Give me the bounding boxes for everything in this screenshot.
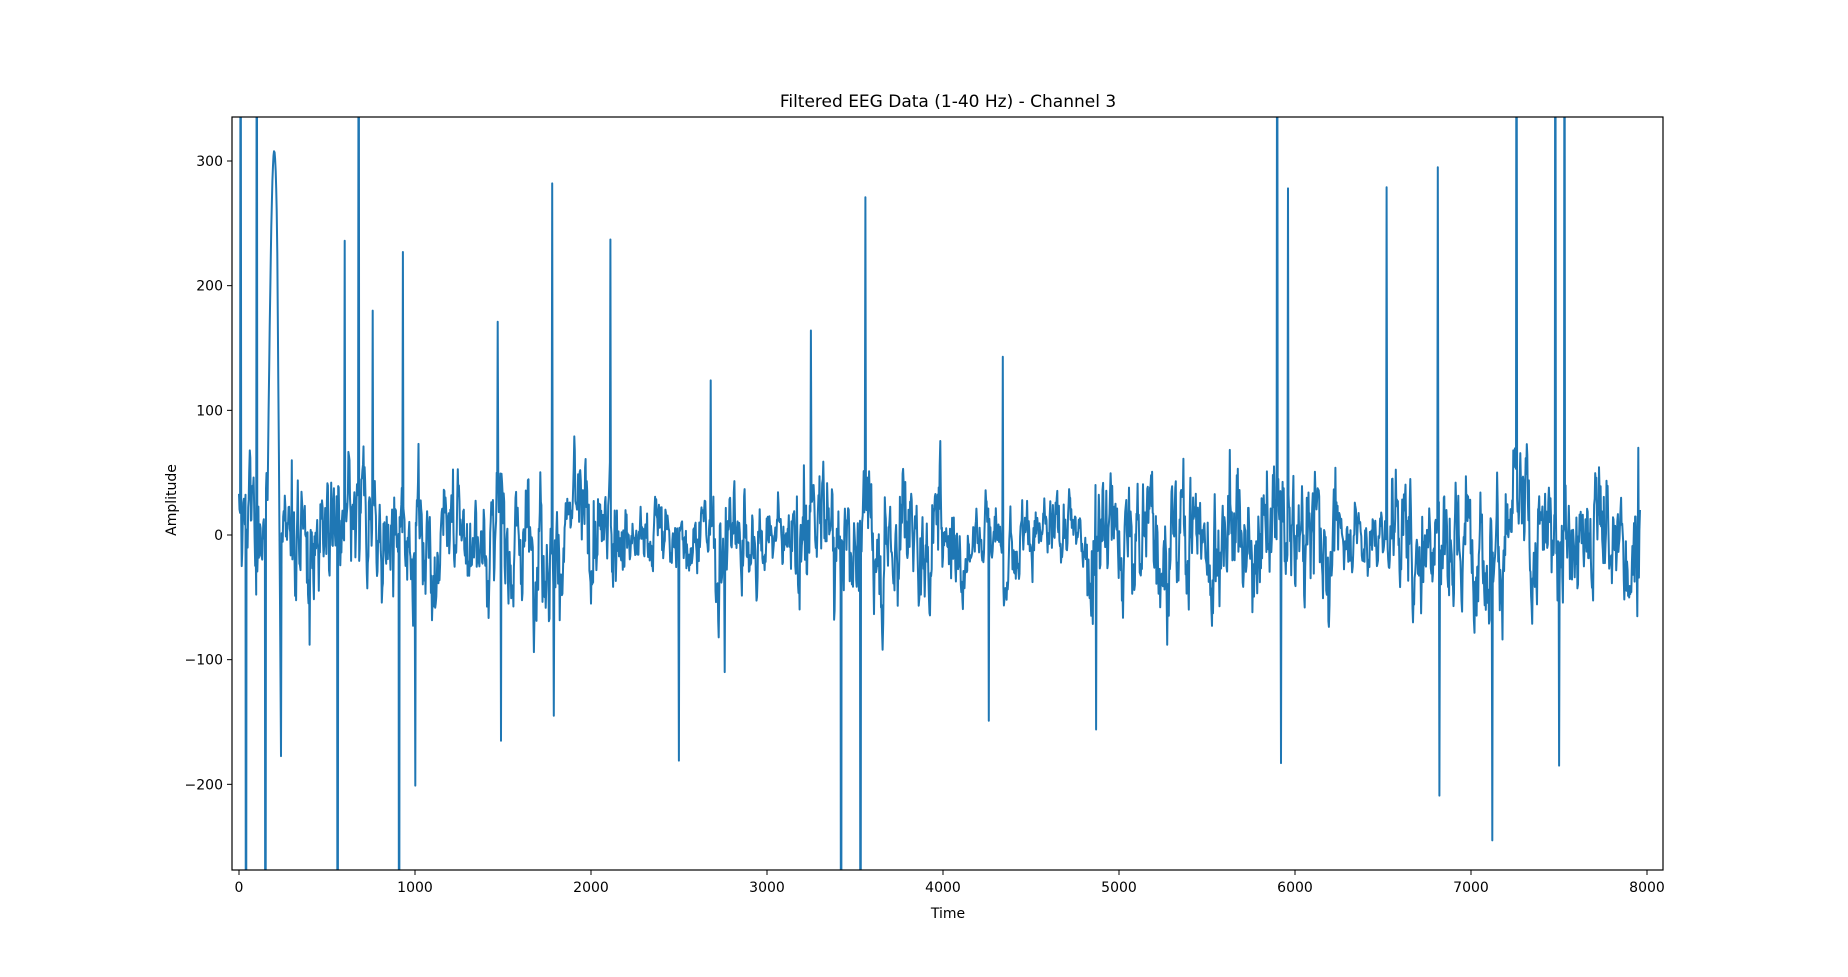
y-axis-ticks: −200 −100 0 100 200 300 xyxy=(185,154,232,793)
x-tick-label: 1000 xyxy=(397,880,433,896)
y-tick-label: −200 xyxy=(185,777,223,793)
x-tick-label: 2000 xyxy=(573,880,609,896)
y-tick-label: 300 xyxy=(196,154,223,170)
x-tick-label: 6000 xyxy=(1277,880,1313,896)
y-tick-label: −100 xyxy=(185,653,223,669)
x-tick-label: 0 xyxy=(235,880,244,896)
y-tick-label: 200 xyxy=(196,279,223,295)
x-tick-label: 8000 xyxy=(1629,880,1665,896)
axes-frame xyxy=(231,116,1664,871)
eeg-signal-line xyxy=(238,117,1641,870)
chart-title: Filtered EEG Data (1-40 Hz) - Channel 3 xyxy=(779,92,1117,112)
x-tick-label: 3000 xyxy=(749,880,785,896)
x-axis-ticks: 0 1000 2000 3000 4000 5000 6000 7000 8000 xyxy=(235,870,1665,896)
x-tick-label: 7000 xyxy=(1453,880,1489,896)
y-tick-label: 100 xyxy=(196,403,223,419)
y-tick-label: 0 xyxy=(214,528,223,544)
x-axis-label: Time xyxy=(930,906,966,922)
x-tick-label: 4000 xyxy=(925,880,961,896)
x-tick-label: 5000 xyxy=(1101,880,1137,896)
